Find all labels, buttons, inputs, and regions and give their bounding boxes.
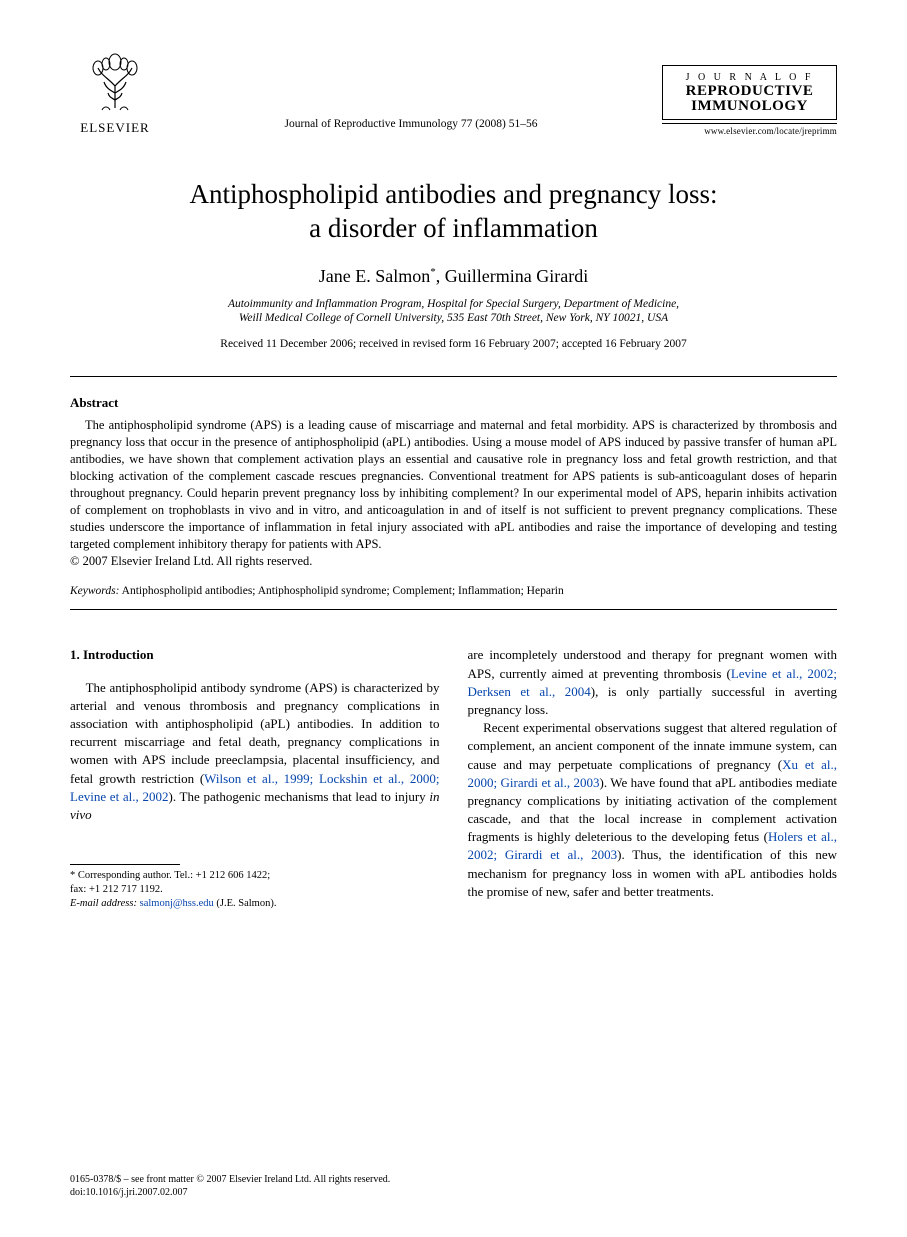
- abstract-copyright: © 2007 Elsevier Ireland Ltd. All rights …: [70, 554, 837, 569]
- section-1-heading: 1. Introduction: [70, 646, 440, 664]
- abstract-text: The antiphospholipid syndrome (APS) is a…: [70, 418, 837, 550]
- corresponding-footnote: * Corresponding author. Tel.: +1 212 606…: [70, 869, 440, 912]
- author-2: Guillermina Girardi: [445, 266, 588, 286]
- page-footer: 0165-0378/$ – see front matter © 2007 El…: [70, 1173, 390, 1199]
- author-1: Jane E. Salmon: [319, 266, 430, 286]
- footnote-divider: [70, 864, 180, 865]
- left-column: 1. Introduction The antiphospholipid ant…: [70, 646, 440, 911]
- keywords-label: Keywords:: [70, 585, 119, 597]
- citation-line: Journal of Reproductive Immunology 77 (2…: [160, 118, 662, 136]
- article-title: Antiphospholipid antibodies and pregnanc…: [70, 178, 837, 246]
- footer-front-matter: 0165-0378/$ – see front matter © 2007 El…: [70, 1173, 390, 1186]
- journal-title-box: J O U R N A L O F REPRODUCTIVE IMMUNOLOG…: [662, 65, 837, 121]
- abstract-heading: Abstract: [70, 395, 837, 411]
- divider-top: [70, 376, 837, 377]
- right-column: are incompletely understood and therapy …: [468, 646, 838, 911]
- publisher-name: ELSEVIER: [80, 120, 149, 136]
- authors: Jane E. Salmon*, Guillermina Girardi: [70, 266, 837, 287]
- article-dates: Received 11 December 2006; received in r…: [70, 338, 837, 350]
- footer-doi: doi:10.1016/j.jri.2007.02.007: [70, 1186, 390, 1199]
- body-columns: 1. Introduction The antiphospholipid ant…: [70, 646, 837, 911]
- intro-paragraph-1-cont: are incompletely understood and therapy …: [468, 646, 838, 719]
- publisher-logo: ELSEVIER: [70, 48, 160, 136]
- footnote-email-line: E-mail address: salmonj@hss.edu (J.E. Sa…: [70, 897, 440, 911]
- divider-bottom: [70, 609, 837, 610]
- journal-box-wrapper: J O U R N A L O F REPRODUCTIVE IMMUNOLOG…: [662, 65, 837, 137]
- intro-p1-text-b: ). The pathogenic mechanisms that lead t…: [169, 789, 430, 804]
- email-label: E-mail address:: [70, 898, 137, 909]
- email-link[interactable]: salmonj@hss.edu: [137, 898, 216, 909]
- footnote-fax-line: fax: +1 212 717 1192.: [70, 883, 440, 897]
- footnote-corr-line: * Corresponding author. Tel.: +1 212 606…: [70, 869, 440, 883]
- email-name: (J.E. Salmon).: [216, 898, 276, 909]
- intro-paragraph-2: Recent experimental observations suggest…: [468, 719, 838, 901]
- affiliation: Autoimmunity and Inflammation Program, H…: [70, 297, 837, 327]
- journal-box-line1: J O U R N A L O F: [669, 72, 830, 83]
- intro-paragraph-1: The antiphospholipid antibody syndrome (…: [70, 679, 440, 825]
- journal-box-line2: REPRODUCTIVE: [669, 84, 830, 100]
- journal-box-line3: IMMUNOLOGY: [669, 99, 830, 115]
- keywords-list: Antiphospholipid antibodies; Antiphospho…: [119, 585, 563, 597]
- keywords: Keywords: Antiphospholipid antibodies; A…: [70, 585, 837, 597]
- journal-url[interactable]: www.elsevier.com/locate/jreprimm: [662, 123, 837, 136]
- page-header: ELSEVIER Journal of Reproductive Immunol…: [70, 48, 837, 136]
- abstract-body: The antiphospholipid syndrome (APS) is a…: [70, 417, 837, 552]
- elsevier-tree-icon: [80, 48, 150, 118]
- author-separator: ,: [436, 266, 445, 286]
